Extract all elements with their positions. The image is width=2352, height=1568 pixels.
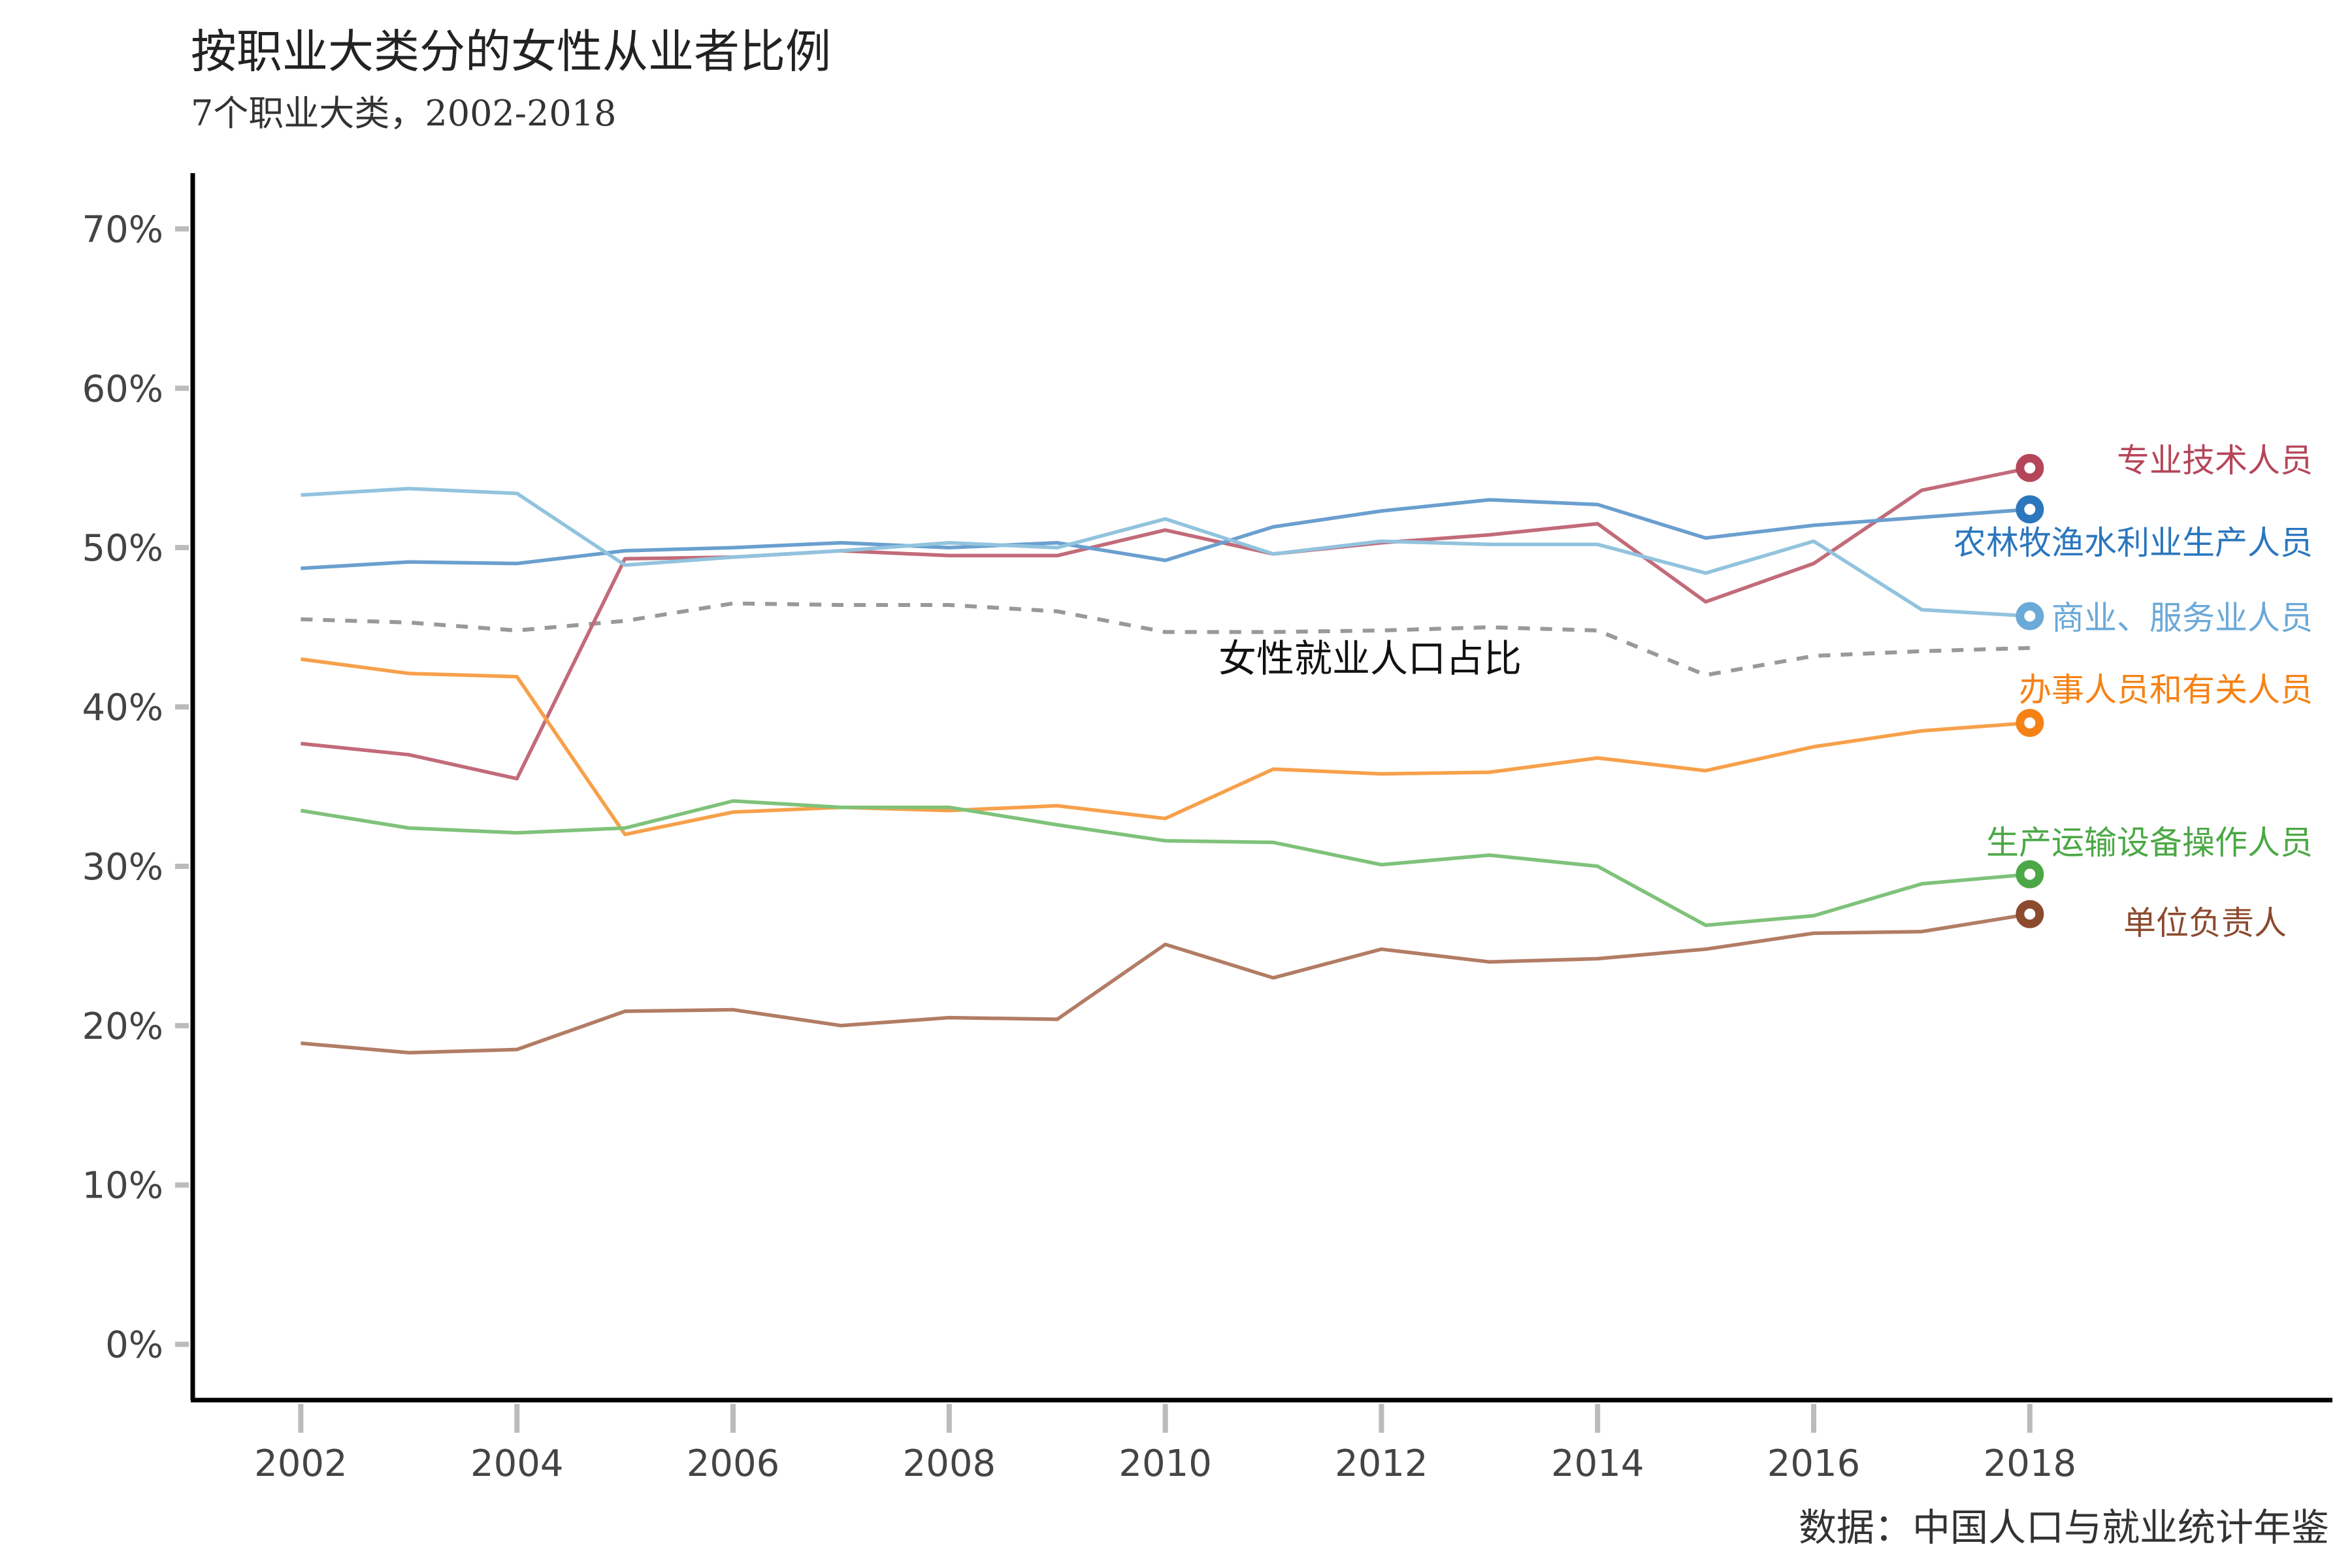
series-line bbox=[301, 657, 2031, 836]
series-end-point bbox=[2016, 708, 2044, 737]
reference-label: 女性就业人口占比 bbox=[1218, 636, 1522, 681]
chart-subtitle: 7个职业大类，2002-2018 bbox=[191, 93, 616, 134]
series-line bbox=[301, 498, 2031, 570]
series-label: 单位负责人 bbox=[2123, 904, 2287, 942]
x-tick-label: 2004 bbox=[470, 1443, 564, 1485]
x-tick-label: 2002 bbox=[254, 1443, 348, 1485]
y-tick-label: 30% bbox=[82, 846, 163, 889]
series-label: 农林牧渔水利业生产人员 bbox=[1953, 524, 2313, 562]
series-line bbox=[300, 799, 2031, 927]
x-tick-label: 2010 bbox=[1119, 1443, 1212, 1485]
series-line bbox=[301, 466, 2031, 781]
y-tick-label: 60% bbox=[82, 368, 163, 410]
series-labels: 女性就业人口占比 专业技术人员农林牧渔水利业生产人员商业、服务业人员办事人员和有关… bbox=[1218, 442, 2313, 942]
chart-title: 按职业大类分的女性从业者比例 bbox=[191, 25, 831, 78]
reference-line bbox=[301, 601, 2030, 678]
series-layer bbox=[300, 453, 2044, 1055]
y-tick-label: 70% bbox=[82, 208, 163, 251]
series-label: 专业技术人员 bbox=[2117, 442, 2313, 480]
series-label: 生产运输设备操作人员 bbox=[1986, 824, 2313, 862]
x-axis: 2002 2004 2006 2008 2010 2012 2014 2016 2018 bbox=[191, 1397, 2332, 1485]
y-tick-label: 50% bbox=[82, 527, 163, 570]
series-end-point bbox=[2016, 900, 2044, 928]
series-end-point bbox=[2016, 860, 2044, 889]
x-tick-label: 2006 bbox=[687, 1443, 780, 1485]
x-tick-label: 2014 bbox=[1551, 1443, 1644, 1485]
y-tick-label: 0% bbox=[105, 1324, 163, 1367]
series-line bbox=[301, 912, 2031, 1055]
series-label: 商业、服务业人员 bbox=[2051, 599, 2313, 637]
series-end-point bbox=[2016, 602, 2044, 630]
series-line bbox=[301, 487, 2031, 618]
x-tick-label: 2008 bbox=[903, 1443, 996, 1485]
x-tick-label: 2016 bbox=[1767, 1443, 1861, 1485]
series-end-point bbox=[2016, 453, 2044, 482]
y-tick-label: 10% bbox=[82, 1165, 163, 1207]
series-label: 办事人员和有关人员 bbox=[2019, 671, 2313, 709]
y-axis: 0% 10% 20% 30% 40% 50% 60% 70% bbox=[82, 173, 195, 1400]
y-tick-label: 40% bbox=[82, 687, 163, 729]
chart-caption: 数据：中国人口与就业统计年鉴 bbox=[1799, 1505, 2329, 1550]
x-tick-label: 2012 bbox=[1335, 1443, 1428, 1485]
x-tick-label: 2018 bbox=[1984, 1443, 2077, 1485]
y-tick-label: 20% bbox=[82, 1005, 163, 1048]
series-end-point bbox=[2016, 495, 2044, 524]
